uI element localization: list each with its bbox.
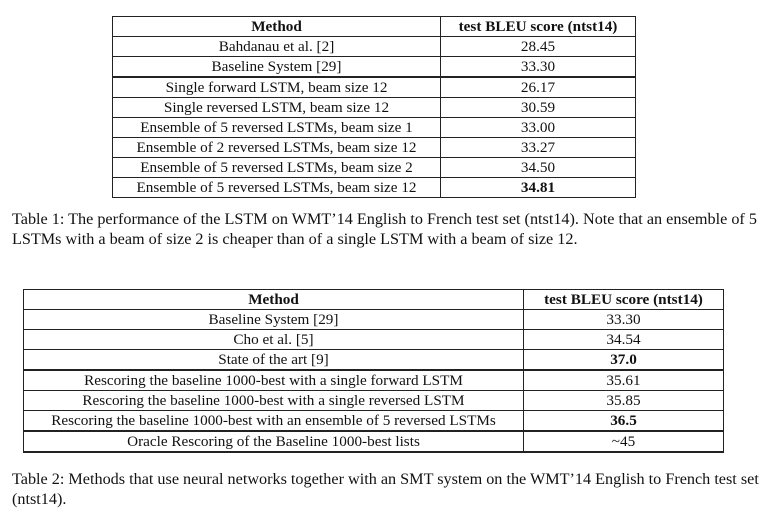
method-cell: Rescoring the baseline 1000-best with a …: [23, 390, 524, 411]
table-row: Baseline System [29] 33.30: [112, 56, 636, 78]
table-row: Rescoring the baseline 1000-best with a …: [23, 369, 724, 391]
score-cell: 33.30: [523, 309, 724, 330]
table-2-caption: Table 2: Methods that use neural network…: [12, 470, 759, 508]
score-cell: 35.61: [523, 369, 724, 391]
results-table-1: Method test BLEU score (ntst14) Bahdanau…: [112, 16, 636, 198]
table-row: Ensemble of 5 reversed LSTMs, beam size …: [112, 157, 636, 178]
table-1-caption: Table 1: The performance of the LSTM on …: [12, 210, 757, 248]
method-cell: Oracle Rescoring of the Baseline 1000-be…: [23, 430, 524, 453]
column-header-bleu: test BLEU score (ntst14): [523, 289, 724, 310]
results-table-2: Method test BLEU score (ntst14) Baseline…: [23, 289, 724, 453]
table-header-row: Method test BLEU score (ntst14): [23, 289, 724, 310]
score-cell: 33.30: [440, 56, 636, 78]
table-row: Oracle Rescoring of the Baseline 1000-be…: [23, 430, 724, 453]
score-cell: 30.59: [440, 97, 636, 118]
score-cell: 34.50: [440, 157, 636, 178]
score-cell: ~45: [523, 430, 724, 453]
method-cell: Ensemble of 5 reversed LSTMs, beam size …: [112, 117, 441, 138]
column-header-method: Method: [23, 289, 524, 310]
score-cell: 28.45: [440, 36, 636, 57]
column-header-bleu: test BLEU score (ntst14): [440, 16, 636, 37]
table-row: Bahdanau et al. [2] 28.45: [112, 36, 636, 57]
method-cell: Rescoring the baseline 1000-best with a …: [23, 369, 524, 391]
score-cell: 34.54: [523, 329, 724, 350]
table-row: Single reversed LSTM, beam size 12 30.59: [112, 97, 636, 118]
table-row: State of the art [9] 37.0: [23, 349, 724, 371]
method-cell: Single reversed LSTM, beam size 12: [112, 97, 441, 118]
method-cell: Baseline System [29]: [112, 56, 441, 78]
score-cell: 26.17: [440, 76, 636, 98]
score-cell: 33.27: [440, 137, 636, 158]
method-cell: Ensemble of 5 reversed LSTMs, beam size …: [112, 177, 441, 198]
table-row: Rescoring the baseline 1000-best with a …: [23, 390, 724, 411]
method-cell: Single forward LSTM, beam size 12: [112, 76, 441, 98]
method-cell: Baseline System [29]: [23, 309, 524, 330]
method-cell: Ensemble of 2 reversed LSTMs, beam size …: [112, 137, 441, 158]
table-row: Baseline System [29] 33.30: [23, 309, 724, 330]
score-cell-best: 36.5: [523, 410, 724, 432]
score-cell: 35.85: [523, 390, 724, 411]
method-cell: State of the art [9]: [23, 349, 524, 371]
table-row: Cho et al. [5] 34.54: [23, 329, 724, 350]
table-row: Single forward LSTM, beam size 12 26.17: [112, 76, 636, 98]
score-cell: 33.00: [440, 117, 636, 138]
table-row: Ensemble of 2 reversed LSTMs, beam size …: [112, 137, 636, 158]
table-row: Ensemble of 5 reversed LSTMs, beam size …: [112, 177, 636, 198]
method-cell: Ensemble of 5 reversed LSTMs, beam size …: [112, 157, 441, 178]
method-cell: Cho et al. [5]: [23, 329, 524, 350]
table-row: Ensemble of 5 reversed LSTMs, beam size …: [112, 117, 636, 138]
method-cell: Rescoring the baseline 1000-best with an…: [23, 410, 524, 432]
table-row: Rescoring the baseline 1000-best with an…: [23, 410, 724, 432]
score-cell-best: 34.81: [440, 177, 636, 198]
column-header-method: Method: [112, 16, 441, 37]
score-cell-best: 37.0: [523, 349, 724, 371]
table-header-row: Method test BLEU score (ntst14): [112, 16, 636, 37]
method-cell: Bahdanau et al. [2]: [112, 36, 441, 57]
